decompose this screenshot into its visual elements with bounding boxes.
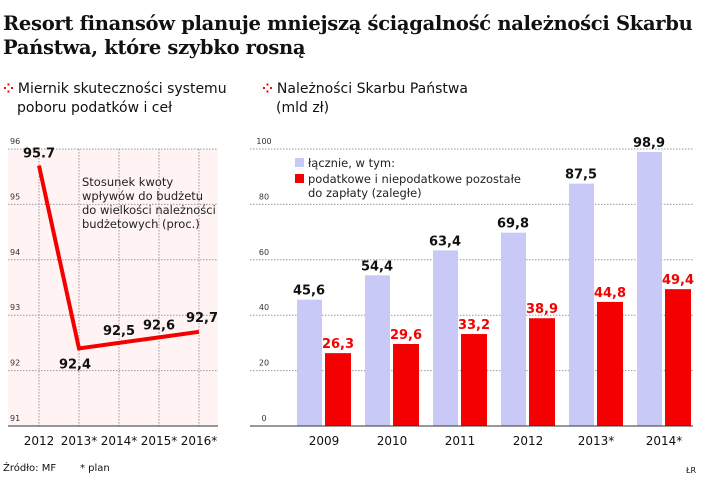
data-label-arrears: 26,3 [322, 337, 354, 352]
x-tick-label: 2016* [181, 434, 218, 448]
page-title: Resort finansów planuje mniejszą ściągal… [3, 12, 693, 59]
x-tick-label: 2013* [61, 434, 98, 448]
data-label-total: 45,6 [293, 284, 325, 299]
left-chart-subtitle: ⁘ Miernik skuteczności systemu poboru poda… [3, 80, 227, 117]
data-label-total: 63,4 [429, 234, 461, 249]
data-label-arrears: 33,2 [458, 318, 490, 333]
x-tick-label: 2015* [141, 434, 178, 448]
annotation-text: do wielkości należności [82, 203, 216, 217]
bar-arrears [665, 289, 691, 426]
subtitle-line: Miernik skuteczności systemu [17, 81, 227, 97]
bar-total [569, 183, 594, 426]
x-tick-label: 2011 [445, 434, 476, 448]
y-tick-label: 40 [259, 303, 269, 312]
bar-total [433, 250, 458, 426]
y-tick-label: 96 [10, 137, 20, 146]
legend-label-arrears: do zapłaty (zaległe) [308, 186, 422, 200]
data-label-arrears: 29,6 [390, 328, 422, 343]
legend-label-total: łącznie, w tym: [308, 156, 395, 170]
data-label: 92,6 [143, 318, 175, 333]
y-tick-label: 93 [10, 303, 20, 312]
y-tick-label: 95 [10, 192, 20, 201]
x-tick-label: 2010 [377, 434, 408, 448]
data-label-total: 69,8 [497, 217, 529, 232]
data-label-arrears: 44,8 [594, 286, 626, 301]
x-tick-label: 2013* [578, 434, 615, 448]
bar-arrears [529, 318, 555, 426]
x-tick-label: 2009 [309, 434, 340, 448]
x-tick-label: 2012 [513, 434, 544, 448]
legend-label-arrears: podatkowe i niepodatkowe pozostałe [308, 172, 521, 186]
y-tick-label: 94 [10, 248, 20, 257]
bar-arrears [393, 344, 419, 426]
subtitle-line: (mld zł) [276, 100, 330, 116]
annotation-text: Stosunek kwoty [82, 175, 173, 189]
y-tick-label: 100 [256, 137, 271, 146]
y-tick-label: 91 [10, 414, 20, 423]
data-label-arrears: 38,9 [526, 302, 558, 317]
bar-arrears [461, 334, 487, 426]
data-label: 92,7 [186, 311, 218, 326]
bar-arrears [597, 301, 623, 426]
right-chart-subtitle: ⁘ Należności Skarbu Państwa (mld zł) [262, 80, 468, 117]
bar-total [501, 232, 526, 426]
author-credit: ŁR [686, 466, 697, 475]
subtitle-line: poboru podatków i ceł [17, 100, 173, 116]
data-label: 95.7 [23, 147, 55, 162]
bar-total [297, 299, 322, 426]
legend-swatch-arrears [295, 174, 304, 183]
annotation-text: wpływów do budżetu [82, 189, 203, 203]
bar-total [637, 152, 662, 426]
y-tick-label: 60 [259, 248, 269, 257]
y-tick-label: 0 [261, 414, 266, 423]
data-label-arrears: 49,4 [662, 273, 694, 288]
source-note: Źródło: MF [3, 463, 57, 474]
y-tick-label: 20 [259, 359, 269, 368]
x-tick-label: 2014* [101, 434, 138, 448]
bar-total [365, 275, 390, 426]
y-tick-label: 92 [10, 359, 20, 368]
subtitle-line: Należności Skarbu Państwa [276, 81, 468, 97]
y-tick-label: 80 [259, 192, 269, 201]
data-label-total: 98,9 [633, 136, 665, 151]
red-dots-icon: ⁘ [262, 82, 273, 97]
x-tick-label: 2014* [646, 434, 683, 448]
x-tick-label: 2012 [24, 434, 55, 448]
red-dots-icon: ⁘ [3, 82, 14, 97]
legend-swatch-total [295, 158, 304, 167]
data-label-total: 87,5 [565, 168, 597, 183]
series-line [37, 165, 200, 351]
bar-arrears [325, 353, 351, 426]
data-label-total: 54,4 [361, 259, 393, 274]
annotation-text: budżetowych (proc.) [82, 217, 200, 231]
data-label: 92,4 [59, 357, 91, 372]
data-label: 92,5 [103, 324, 135, 339]
plan-note: * plan [80, 463, 110, 474]
plot-background [8, 149, 218, 426]
